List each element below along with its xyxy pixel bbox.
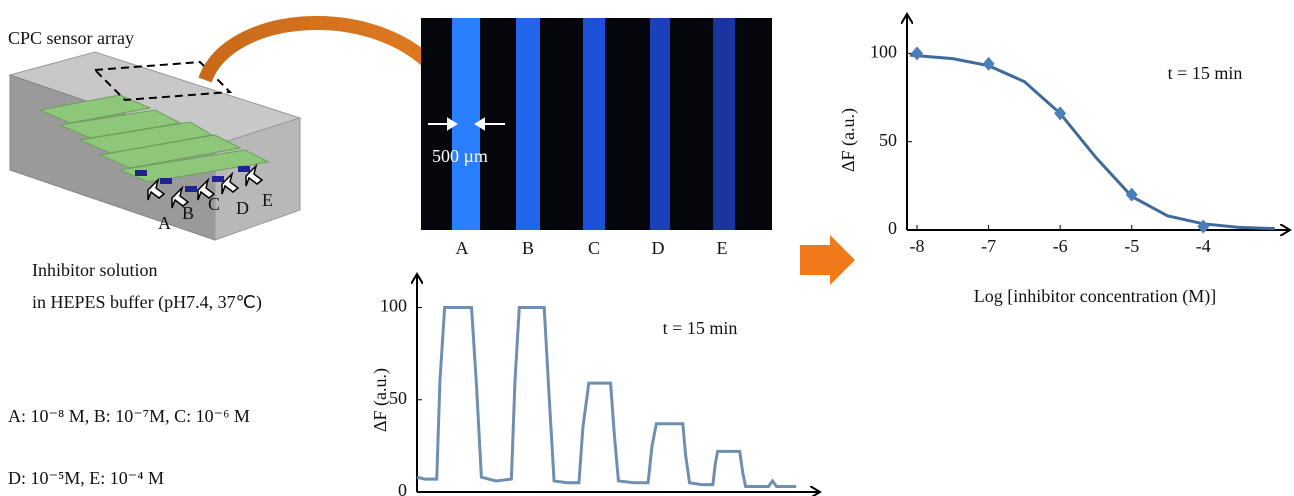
x-tick-label: -6 — [1053, 236, 1068, 256]
channel-label: A — [158, 213, 171, 233]
image-label: B — [522, 238, 534, 258]
solution-text: in HEPES buffer (pH7.4, 37℃) — [32, 292, 262, 313]
y-tick-label: 100 — [380, 296, 407, 316]
y-axis-label: ΔF (a.u.) — [838, 108, 859, 172]
data-point — [1054, 106, 1067, 121]
sensor-array — [8, 51, 302, 241]
image-label: E — [717, 238, 728, 258]
x-tick-label: -7 — [981, 236, 996, 256]
channel-label: E — [262, 190, 273, 210]
y-tick-label: 50 — [389, 388, 407, 408]
image-label: A — [456, 238, 469, 258]
data-point — [982, 56, 995, 71]
data-point — [911, 46, 924, 61]
y-axis-label: ΔF (a.u.) — [370, 368, 391, 432]
curved-arrow — [198, 16, 446, 83]
y-tick-label: 100 — [870, 41, 897, 61]
block-arrow — [800, 235, 855, 285]
channel-label: C — [208, 194, 220, 214]
x-axis-label: Log [inhibitor concentration (M)] — [974, 286, 1216, 307]
fluorescence-image — [421, 18, 772, 230]
solution-text: Inhibitor solution — [32, 260, 158, 280]
y-tick-label: 0 — [888, 218, 897, 238]
concentration-text: A: 10⁻⁸ M, B: 10⁻⁷M, C: 10⁻⁶ M — [8, 406, 250, 426]
annotation: t = 15 min — [663, 318, 738, 338]
scale-label: 500 µm — [432, 146, 488, 166]
image-label: D — [652, 238, 665, 258]
x-tick-label: -8 — [910, 236, 925, 256]
image-label: C — [588, 238, 600, 258]
concentration-text: D: 10⁻⁵M, E: 10⁻⁴ M — [8, 468, 164, 488]
data-line — [909, 53, 1275, 231]
x-tick-label: -5 — [1124, 236, 1139, 256]
y-tick-label: 0 — [398, 480, 407, 496]
channel-label: D — [236, 198, 249, 218]
data-point — [1197, 219, 1210, 234]
channel-label: B — [182, 203, 194, 223]
x-tick-label: -4 — [1196, 236, 1211, 256]
data-point — [1125, 187, 1138, 202]
annotation: t = 15 min — [1168, 63, 1243, 83]
data-line — [416, 306, 797, 488]
sensor-label: CPC sensor array — [8, 28, 134, 48]
y-tick-label: 50 — [879, 130, 897, 150]
